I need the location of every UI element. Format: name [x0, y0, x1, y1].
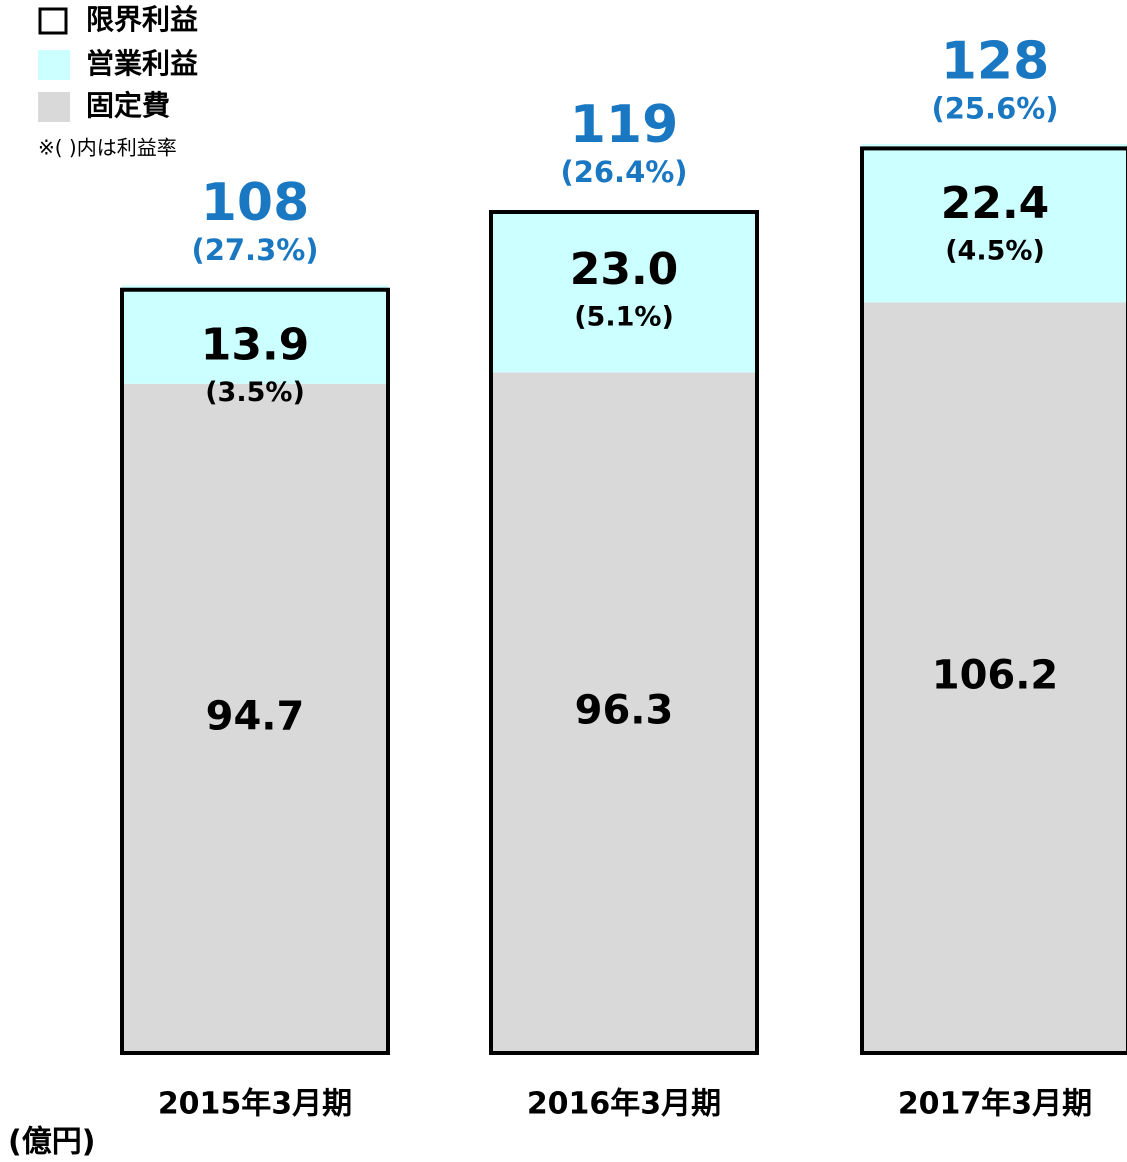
bar-segment	[122, 285, 388, 384]
legend-swatch	[38, 50, 70, 80]
x-tick-label: 2017年3月期	[898, 1087, 1092, 1122]
bar-segment	[122, 383, 388, 1054]
legend-swatch	[38, 92, 70, 122]
rate-label: (3.5%)	[205, 377, 305, 408]
legend-label: 営業利益	[86, 47, 198, 80]
value-label: 96.3	[575, 688, 674, 734]
value-label: 22.4	[941, 178, 1050, 229]
value-label: 94.7	[206, 693, 305, 739]
total-label: 128	[941, 31, 1050, 91]
total-outline	[860, 146, 1127, 1055]
rate-label: (5.1%)	[574, 301, 674, 332]
legend-label: 限界利益	[86, 3, 198, 36]
value-label: 13.9	[201, 320, 310, 371]
note: ※( )内は利益率	[38, 136, 177, 160]
bar-segment	[491, 209, 757, 373]
value-label: 106.2	[932, 653, 1059, 699]
rate-label: (4.5%)	[945, 236, 1045, 267]
unit-label: (億円)	[8, 1125, 95, 1160]
bar-segment	[862, 302, 1127, 1053]
total-label: 119	[570, 95, 679, 155]
total-label: 108	[201, 173, 310, 233]
bar-segment	[491, 372, 757, 1054]
legend-label: 固定費	[86, 89, 170, 122]
total-outline	[120, 287, 390, 1056]
total-rate-label: (26.4%)	[560, 155, 687, 189]
x-tick-label: 2015年3月期	[158, 1087, 352, 1122]
total-rate-label: (27.3%)	[191, 233, 318, 267]
x-tick-label: 2016年3月期	[527, 1087, 721, 1122]
legend: 限界利益 営業利益 固定費	[38, 3, 198, 122]
bar-segment	[862, 144, 1127, 303]
total-outline	[489, 210, 759, 1055]
value-label: 23.0	[570, 244, 679, 295]
total-rate-label: (25.6%)	[931, 91, 1058, 125]
legend-swatch	[38, 7, 68, 35]
